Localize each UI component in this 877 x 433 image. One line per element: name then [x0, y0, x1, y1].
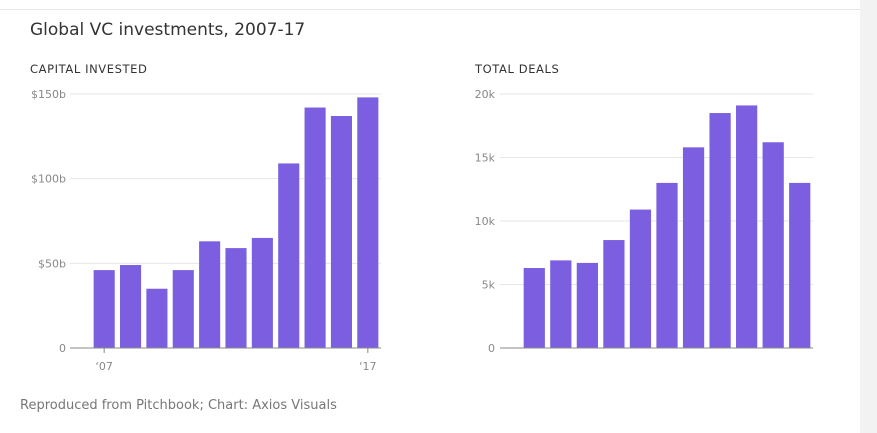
bar — [120, 265, 142, 348]
bar — [146, 288, 168, 348]
chart-capital-invested: 0 $50b $100b $150b ‘07 ‘17 — [31, 88, 381, 373]
chart-title-total-deals: TOTAL DEALS — [475, 62, 560, 76]
x-tick-label: ‘17 — [359, 360, 377, 373]
bar — [172, 270, 194, 348]
bar — [523, 267, 545, 348]
y-tick-label: 5k — [482, 279, 496, 292]
bar — [576, 262, 598, 348]
y-tick-label: $100b — [31, 173, 66, 186]
bar — [709, 113, 731, 348]
y-tick-label: 15k — [475, 152, 496, 165]
source-note: Reproduced from Pitchbook; Chart: Axios … — [20, 398, 337, 413]
y-tick-label: 20k — [475, 88, 496, 101]
bar — [330, 116, 352, 348]
bar — [736, 105, 758, 349]
y-tick-label: 0 — [488, 342, 495, 355]
y-tick-label: 10k — [475, 215, 496, 228]
x-tick-label: ‘07 — [95, 360, 113, 373]
bar — [251, 237, 273, 348]
chart-title-capital-invested: CAPITAL INVESTED — [30, 62, 148, 76]
bar — [357, 97, 379, 349]
y-tick-label: $150b — [31, 88, 66, 101]
bar — [656, 182, 678, 348]
bar — [629, 209, 652, 348]
y-tick-label: $50b — [38, 257, 66, 270]
top-divider — [0, 9, 860, 10]
bar — [682, 147, 705, 348]
bar — [789, 182, 811, 348]
bar — [550, 260, 572, 348]
chart-total-deals: 0 5k 10k 15k 20k — [475, 88, 813, 355]
bar — [304, 107, 326, 349]
bar — [93, 270, 115, 348]
bar — [199, 241, 221, 348]
bar — [225, 248, 247, 348]
bar — [278, 163, 300, 348]
bar — [603, 240, 625, 348]
y-tick-label: 0 — [59, 342, 66, 355]
page-scroll-gutter — [860, 0, 877, 433]
bar — [762, 142, 784, 348]
page-title: Global VC investments, 2007-17 — [30, 20, 306, 40]
